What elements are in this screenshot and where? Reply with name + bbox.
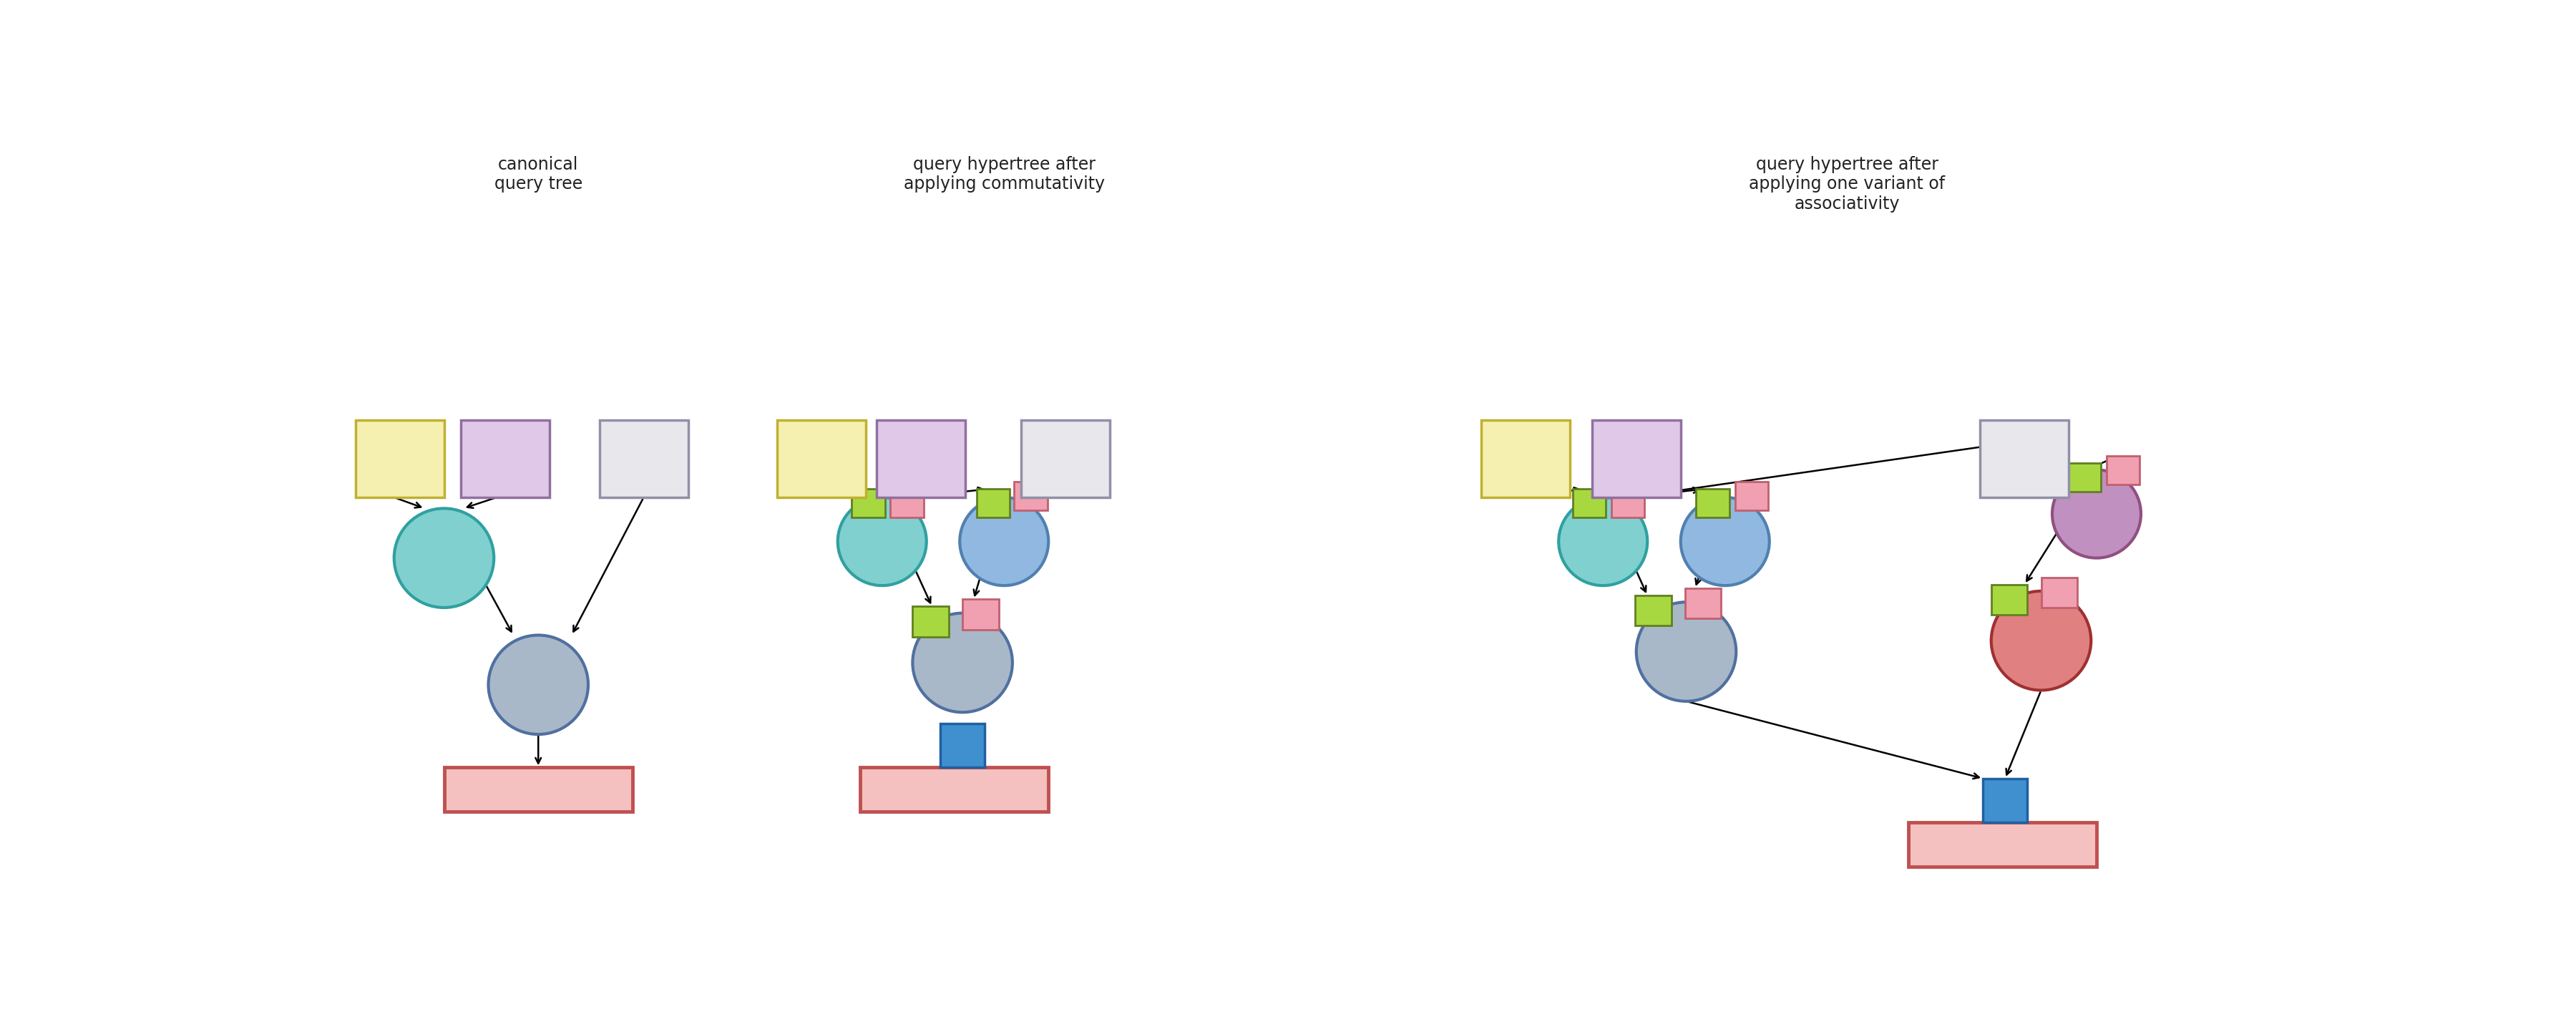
Bar bbox=[976, 490, 1010, 518]
Bar bbox=[1613, 490, 1643, 518]
Bar bbox=[1571, 490, 1605, 518]
Bar bbox=[912, 606, 948, 637]
Circle shape bbox=[1991, 591, 2092, 690]
Circle shape bbox=[394, 508, 495, 608]
Bar bbox=[1481, 420, 1569, 498]
Bar bbox=[1984, 779, 2027, 823]
Bar bbox=[2069, 463, 2102, 492]
Bar bbox=[778, 420, 866, 498]
Circle shape bbox=[961, 498, 1048, 586]
Bar bbox=[940, 724, 984, 768]
Circle shape bbox=[1558, 498, 1649, 586]
Bar bbox=[1020, 420, 1110, 498]
Text: canonical
query tree: canonical query tree bbox=[495, 155, 582, 193]
Text: query hypertree after
applying commutativity: query hypertree after applying commutati… bbox=[904, 155, 1105, 193]
Bar bbox=[443, 768, 634, 811]
Bar bbox=[461, 420, 549, 498]
Bar bbox=[853, 490, 886, 518]
Text: query hypertree after
applying one variant of
associativity: query hypertree after applying one varia… bbox=[1749, 155, 1945, 213]
Bar bbox=[1592, 420, 1680, 498]
Circle shape bbox=[2053, 470, 2141, 558]
Circle shape bbox=[1680, 498, 1770, 586]
Bar bbox=[876, 420, 966, 498]
Circle shape bbox=[912, 613, 1012, 712]
Bar bbox=[891, 490, 925, 518]
Bar bbox=[1636, 596, 1672, 625]
Circle shape bbox=[837, 498, 927, 586]
Circle shape bbox=[1636, 602, 1736, 701]
Bar bbox=[600, 420, 688, 498]
Bar bbox=[1909, 823, 2097, 867]
Bar bbox=[1695, 490, 1728, 518]
Bar bbox=[2040, 577, 2076, 608]
Circle shape bbox=[489, 635, 587, 735]
Bar bbox=[1685, 589, 1721, 618]
Bar bbox=[1015, 482, 1048, 511]
Bar bbox=[355, 420, 443, 498]
Bar bbox=[2107, 456, 2141, 484]
Bar bbox=[860, 768, 1048, 811]
Bar bbox=[1981, 420, 2069, 498]
Bar bbox=[1991, 585, 2027, 615]
Bar bbox=[1736, 482, 1767, 511]
Bar bbox=[963, 599, 999, 630]
